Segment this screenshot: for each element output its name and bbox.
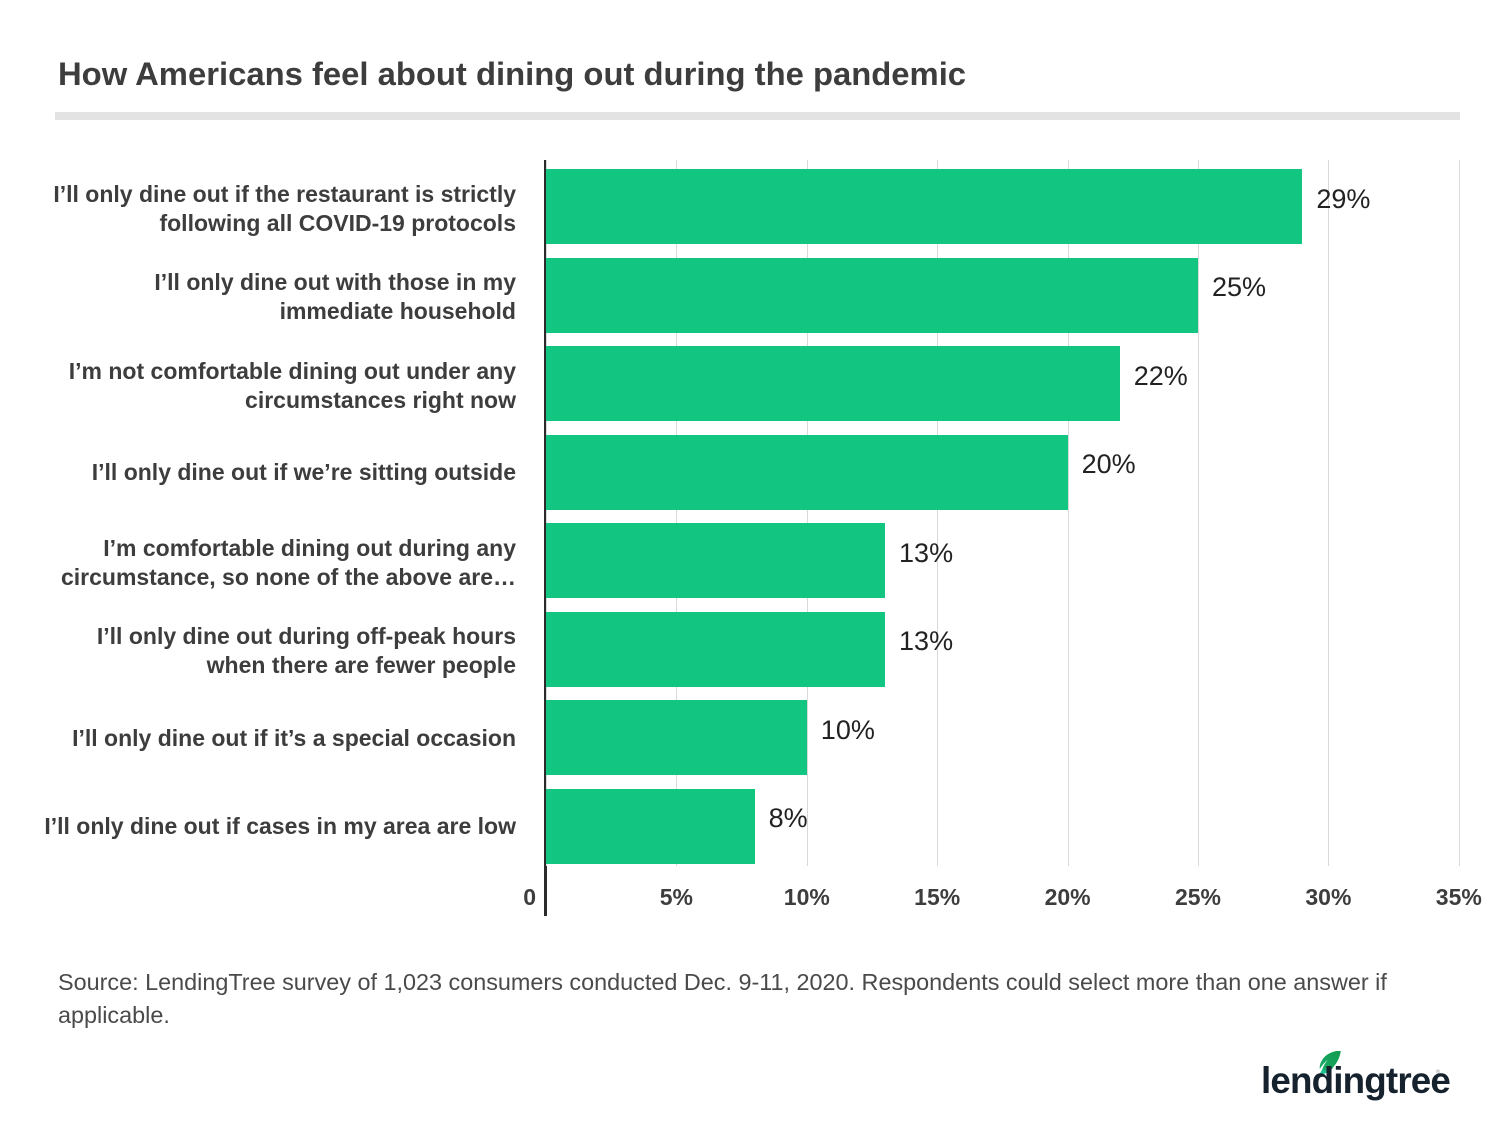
svg-text:®: ® [1436,1069,1441,1076]
svg-text:lendingtree: lendingtree [1261,1060,1450,1101]
